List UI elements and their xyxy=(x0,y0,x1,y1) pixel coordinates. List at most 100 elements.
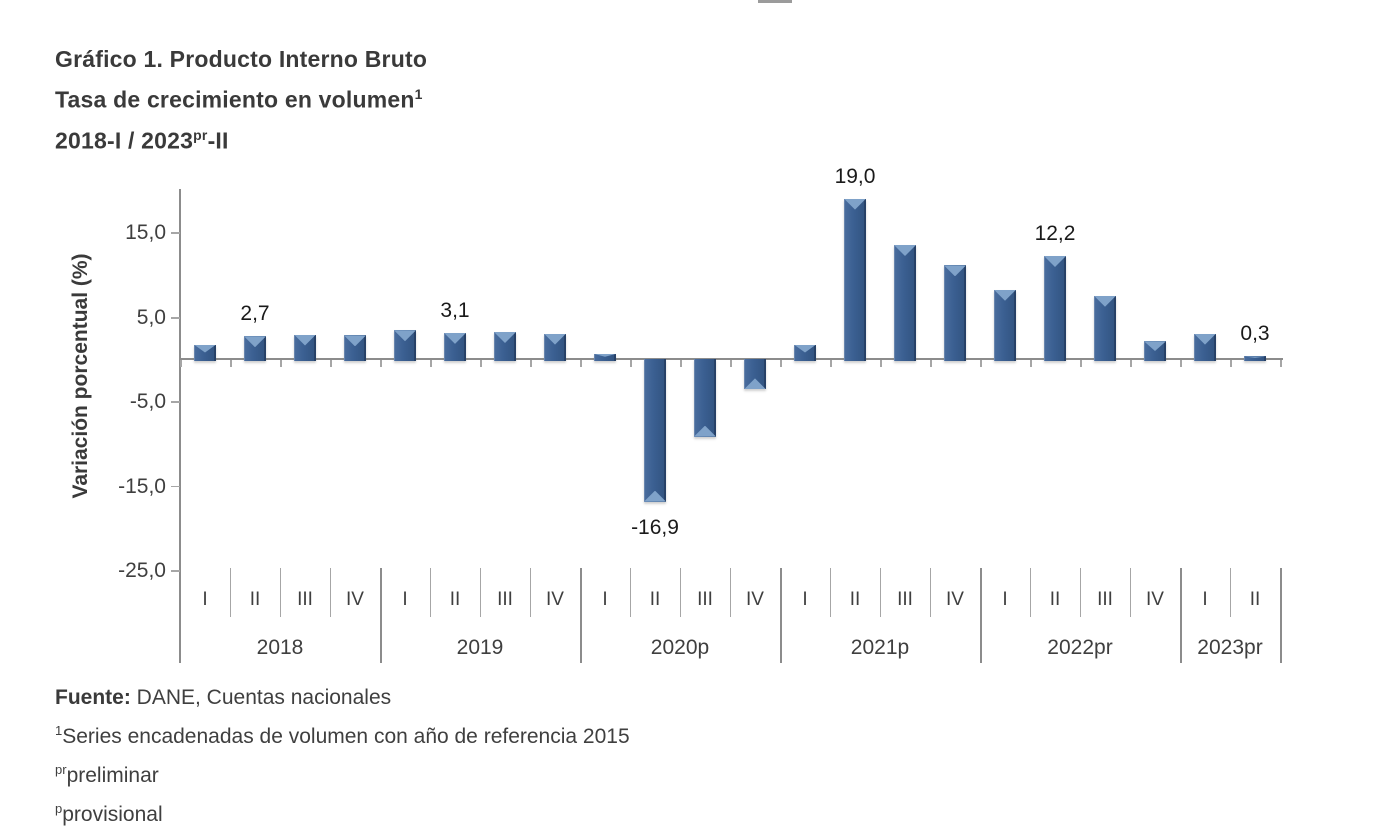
x-axis-tick xyxy=(530,360,532,367)
x-axis-tick xyxy=(630,360,632,367)
bar-2022pr-I xyxy=(994,289,1016,361)
quarter-tick-label: II xyxy=(849,589,861,610)
bar-2019-II xyxy=(444,332,466,361)
x-axis-tick xyxy=(430,360,432,367)
quarter-tick-label: IV xyxy=(746,589,764,610)
bar-data-label: 19,0 xyxy=(834,164,876,188)
footnote-p: pprovisional xyxy=(55,792,630,831)
x-axis-tick xyxy=(330,360,332,367)
quarter-divider xyxy=(930,568,932,617)
quarter-tick-label: I xyxy=(802,589,808,610)
quarter-divider xyxy=(280,568,282,617)
bar-bevel-highlight xyxy=(394,330,416,342)
x-axis-tick xyxy=(880,360,882,367)
x-axis-tick xyxy=(1180,360,1182,367)
chart-title-block: Gráfico 1. Producto Interno Bruto Tasa d… xyxy=(55,42,427,158)
bar-2022pr-II xyxy=(1044,256,1066,361)
year-tick-label: 2021p xyxy=(850,636,910,659)
quarter-tick-label: I xyxy=(402,589,408,610)
x-axis-tick xyxy=(1230,360,1232,367)
source-label: Fuente: xyxy=(55,686,131,709)
quarter-divider xyxy=(1080,568,1082,617)
y-axis-tick xyxy=(171,485,180,488)
footnote-pr: prpreliminar xyxy=(55,753,630,792)
bar-2018-IV xyxy=(344,335,366,361)
quarter-tick-label: IV xyxy=(1146,589,1164,610)
x-axis-line xyxy=(180,358,1283,360)
quarter-divider xyxy=(1230,568,1232,617)
quarter-tick-label: IV xyxy=(346,589,364,610)
quarter-divider xyxy=(1030,568,1032,617)
chart-period: 2018-I / 2023 xyxy=(55,127,194,154)
footnote-1-text: Series encadenadas de volumen con año de… xyxy=(62,725,630,748)
bar-bevel-highlight xyxy=(594,353,616,357)
y-axis-tick xyxy=(171,570,180,572)
y-axis-line xyxy=(179,189,181,663)
bar-bevel-highlight xyxy=(344,335,366,347)
quarter-tick-label: II xyxy=(1249,589,1261,610)
quarter-divider xyxy=(680,568,682,617)
y-tick-label: -5,0 xyxy=(129,390,166,414)
y-tick-label: 15,0 xyxy=(125,221,166,245)
x-axis-tick xyxy=(980,360,982,367)
cropped-text-fragment xyxy=(758,0,792,3)
x-axis-tick xyxy=(480,360,482,367)
x-axis-tick xyxy=(1280,360,1282,367)
quarter-tick-label: I xyxy=(202,589,208,610)
bar-data-label: 12,2 xyxy=(1034,222,1076,246)
quarter-divider xyxy=(830,568,832,617)
quarter-tick-label: II xyxy=(649,589,661,610)
bar-2019-III xyxy=(494,331,516,361)
year-tick-label: 2019 xyxy=(456,636,504,659)
year-tick-label: 2020p xyxy=(650,636,710,659)
y-axis-title: Variación porcentual (%) xyxy=(69,253,92,499)
bar-bevel-highlight xyxy=(1094,295,1116,307)
x-axis-tick xyxy=(280,360,282,367)
x-axis-tick xyxy=(780,360,782,367)
y-tick-label: -25,0 xyxy=(118,559,166,582)
x-axis-tick xyxy=(230,360,232,367)
y-axis-tick xyxy=(171,401,180,403)
y-axis-tick xyxy=(171,316,180,319)
y-tick-label: -15,0 xyxy=(118,474,166,498)
chart-period-end: -II xyxy=(207,127,229,154)
bar-2018-I xyxy=(194,344,216,361)
bar-bevel-highlight xyxy=(294,334,316,346)
quarter-tick-label: III xyxy=(497,589,513,610)
chart-title: Gráfico 1. Producto Interno Bruto xyxy=(55,46,428,72)
bar-2022pr-III xyxy=(1094,295,1116,361)
year-divider xyxy=(1280,568,1282,663)
x-axis-tick xyxy=(380,360,382,367)
bar-bevel-highlight xyxy=(644,490,666,502)
quarter-tick-label: I xyxy=(1202,589,1208,610)
quarter-tick-label: I xyxy=(1002,589,1008,610)
quarter-tick-label: III xyxy=(1097,589,1113,610)
bar-2022pr-IV xyxy=(1144,341,1166,361)
bar-2020p-IV xyxy=(744,359,766,390)
quarter-tick-label: II xyxy=(1049,589,1061,610)
quarter-divider xyxy=(1130,568,1132,617)
year-divider xyxy=(780,568,782,663)
bar-bevel-highlight xyxy=(744,378,766,390)
bar-bevel-highlight xyxy=(1144,341,1166,351)
quarter-tick-label: IV xyxy=(546,589,564,610)
chart-subtitle: Tasa de crecimiento en volumen xyxy=(55,86,415,113)
chart-title-line2: Tasa de crecimiento en volumen1 xyxy=(55,77,427,118)
bar-data-label: 0,3 xyxy=(1240,322,1270,346)
bar-2020p-II xyxy=(644,359,666,502)
quarter-divider xyxy=(530,568,532,617)
bar-bevel-highlight xyxy=(1044,256,1066,268)
x-axis-tick xyxy=(830,360,832,367)
quarter-divider xyxy=(480,568,482,617)
bar-bevel-highlight xyxy=(894,245,916,257)
bar-2020p-III xyxy=(694,359,716,437)
bar-bevel-highlight xyxy=(194,344,216,353)
quarter-tick-label: IV xyxy=(946,589,964,610)
bar-data-label: -16,9 xyxy=(631,515,679,539)
quarter-tick-label: II xyxy=(249,589,261,610)
bar-bevel-highlight xyxy=(244,336,266,348)
x-axis-tick xyxy=(180,360,182,367)
bar-data-label: 3,1 xyxy=(440,298,470,322)
bar-2019-I xyxy=(394,330,416,361)
chart-title-line1: Gráfico 1. Producto Interno Bruto xyxy=(55,42,427,77)
